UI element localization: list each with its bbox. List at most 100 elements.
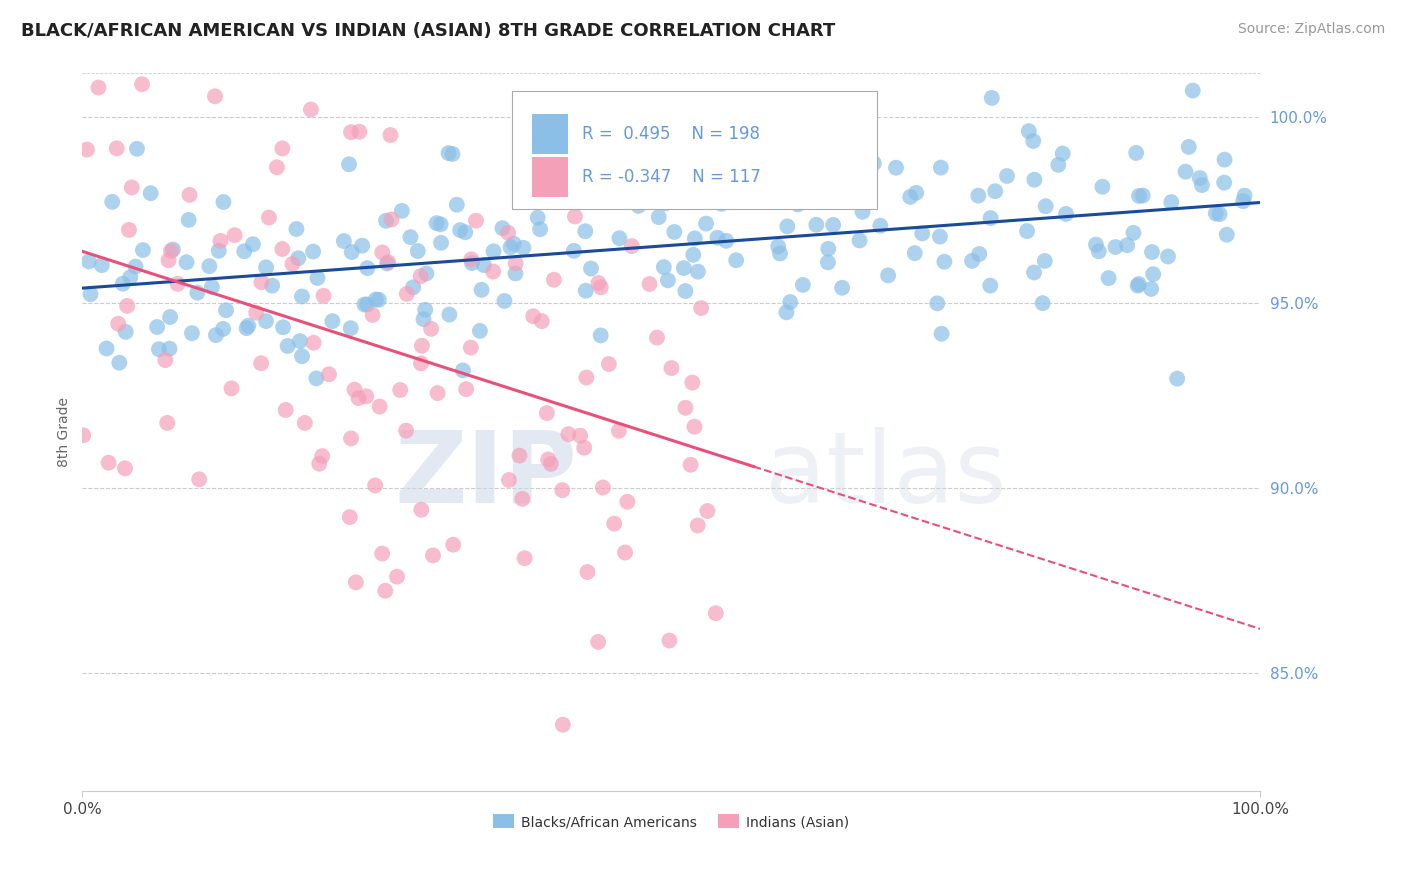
Point: [294, 416, 316, 430]
Point: [673, 284, 696, 298]
Point: [176, 255, 198, 269]
Point: [215, 303, 238, 318]
Point: [690, 301, 713, 315]
Text: ZIP: ZIP: [394, 426, 576, 524]
Point: [598, 357, 620, 371]
Point: [356, 261, 378, 276]
Point: [575, 284, 598, 298]
Point: [817, 242, 839, 256]
Point: [291, 289, 314, 303]
Point: [491, 221, 513, 235]
Point: [1142, 267, 1164, 281]
Point: [679, 458, 702, 472]
Point: [430, 235, 453, 250]
Point: [588, 276, 610, 290]
Point: [704, 606, 727, 620]
Point: [132, 243, 155, 257]
Point: [562, 244, 585, 258]
Point: [87, 80, 110, 95]
Point: [411, 339, 433, 353]
Point: [347, 391, 370, 405]
Point: [1015, 224, 1038, 238]
Point: [537, 452, 560, 467]
Point: [318, 368, 340, 382]
Point: [299, 103, 322, 117]
Point: [456, 382, 478, 396]
Y-axis label: 8th Grade: 8th Grade: [58, 397, 72, 467]
Point: [125, 142, 148, 156]
Point: [364, 478, 387, 492]
Point: [124, 260, 146, 274]
Point: [1032, 296, 1054, 310]
Point: [337, 157, 360, 171]
Text: atlas: atlas: [765, 426, 1007, 524]
Point: [308, 457, 330, 471]
Point: [368, 400, 391, 414]
Point: [536, 406, 558, 420]
FancyBboxPatch shape: [533, 157, 568, 197]
Point: [1191, 178, 1213, 192]
Point: [472, 258, 495, 272]
Point: [441, 147, 464, 161]
Point: [375, 256, 398, 270]
Point: [107, 317, 129, 331]
Point: [108, 356, 131, 370]
Point: [79, 287, 101, 301]
Point: [529, 222, 551, 236]
Point: [212, 194, 235, 209]
Point: [285, 222, 308, 236]
Point: [540, 457, 562, 471]
Point: [72, 428, 94, 442]
Point: [155, 353, 177, 368]
Point: [522, 310, 544, 324]
Point: [645, 330, 668, 344]
Point: [979, 278, 1001, 293]
Point: [415, 267, 437, 281]
Point: [496, 226, 519, 240]
Point: [377, 255, 399, 269]
Point: [821, 179, 844, 194]
Point: [321, 314, 343, 328]
Point: [114, 461, 136, 475]
Point: [371, 245, 394, 260]
Point: [1097, 271, 1119, 285]
Point: [235, 321, 257, 335]
Point: [426, 216, 449, 230]
Point: [121, 180, 143, 194]
Point: [1116, 238, 1139, 252]
Point: [426, 386, 449, 401]
Point: [934, 254, 956, 268]
Point: [806, 218, 828, 232]
Point: [1033, 254, 1056, 268]
Point: [177, 213, 200, 227]
Point: [1132, 188, 1154, 202]
Point: [340, 125, 363, 139]
Point: [1091, 179, 1114, 194]
Point: [554, 183, 576, 197]
Point: [96, 342, 118, 356]
Point: [579, 261, 602, 276]
Point: [733, 189, 755, 203]
Point: [1177, 140, 1199, 154]
Point: [1205, 206, 1227, 220]
Point: [664, 225, 686, 239]
Point: [1126, 278, 1149, 293]
Point: [659, 165, 682, 179]
Point: [411, 502, 433, 516]
Point: [1104, 240, 1126, 254]
Point: [468, 324, 491, 338]
Point: [510, 491, 533, 506]
Point: [1208, 207, 1230, 221]
Point: [589, 280, 612, 294]
Point: [1024, 172, 1046, 186]
Point: [574, 441, 596, 455]
Point: [221, 381, 243, 395]
Point: [661, 361, 683, 376]
Point: [1128, 189, 1150, 203]
Point: [262, 278, 284, 293]
Point: [291, 349, 314, 363]
Point: [657, 273, 679, 287]
Point: [339, 321, 361, 335]
Point: [877, 268, 900, 283]
Point: [725, 253, 748, 268]
